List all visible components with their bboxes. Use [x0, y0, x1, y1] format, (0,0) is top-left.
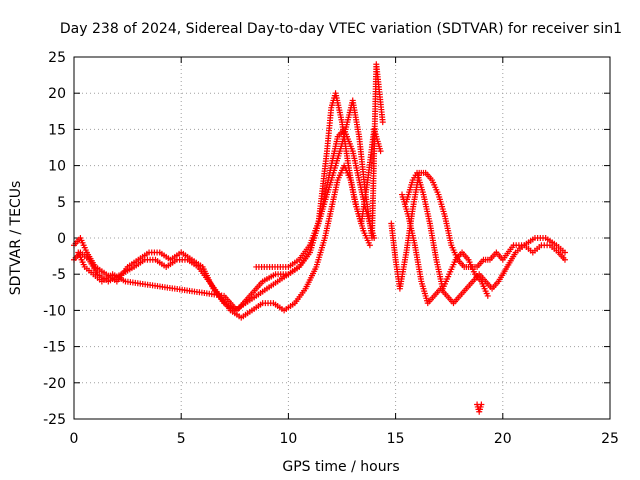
- series-track-a: [71, 126, 378, 314]
- data-point: [377, 148, 384, 155]
- y-tick-label: 25: [48, 50, 66, 66]
- y-tick-label: -15: [43, 340, 66, 356]
- y-tick-label: 15: [48, 122, 66, 138]
- data-point: [478, 401, 485, 408]
- series-track-c: [75, 90, 384, 314]
- x-axis-label: GPS time / hours: [282, 459, 399, 475]
- plot-frame: [73, 56, 611, 420]
- y-tick-label: 0: [57, 231, 66, 247]
- y-axis-label: SDTVAR / TECUs: [8, 181, 24, 296]
- data-points: [71, 61, 568, 415]
- x-tick-label: 20: [494, 431, 512, 447]
- series-track-d: [253, 61, 386, 270]
- x-tick-label: 10: [279, 431, 297, 447]
- y-tick-label: -20: [43, 376, 66, 392]
- grid: [74, 57, 610, 419]
- data-point: [561, 249, 568, 256]
- x-tick-label: 5: [177, 431, 186, 447]
- y-tick-label: 5: [57, 195, 66, 211]
- y-tick-label: -5: [52, 267, 66, 283]
- chart-title: Day 238 of 2024, Sidereal Day-to-day VTE…: [60, 21, 622, 37]
- data-point: [366, 242, 373, 249]
- y-tick-label: 10: [48, 159, 66, 175]
- x-tick-label: 25: [601, 431, 619, 447]
- x-tick-label: 15: [387, 431, 405, 447]
- y-tick-label: -10: [43, 303, 66, 319]
- x-tick-label: 0: [70, 431, 79, 447]
- data-point: [484, 292, 491, 299]
- y-tick-label: -25: [43, 412, 66, 428]
- series-track-f: [399, 191, 568, 307]
- data-point: [561, 256, 568, 263]
- series-track-g: [403, 169, 491, 299]
- series-outliers: [474, 401, 485, 415]
- data-point: [379, 119, 386, 126]
- y-tick-label: 20: [48, 86, 66, 102]
